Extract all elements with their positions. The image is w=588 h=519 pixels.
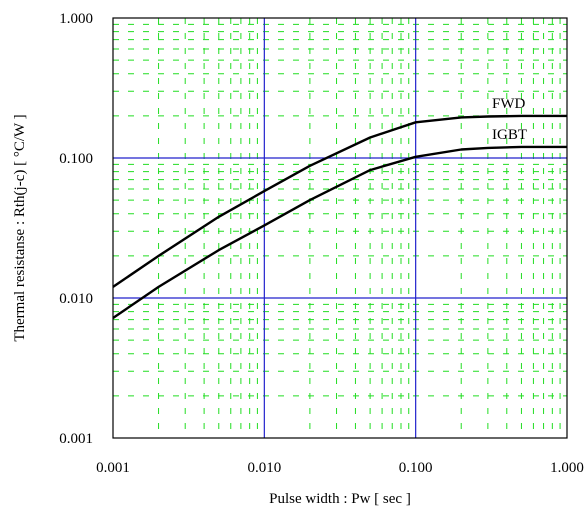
minor-grid bbox=[113, 18, 567, 438]
series-layer bbox=[112, 114, 567, 319]
y-tick-label: 1.000 bbox=[59, 11, 93, 27]
x-tick-label: 0.010 bbox=[247, 460, 281, 476]
y-tick-labels: 0.001 0.010 0.100 1.000 bbox=[59, 11, 93, 447]
y-tick-label: 0.100 bbox=[59, 151, 93, 167]
x-tick-label: 1.000 bbox=[550, 460, 584, 476]
series-line-fwd bbox=[112, 114, 567, 288]
y-axis-label: Thermal resistanse : Rth(j-c) [ °C/W ] bbox=[12, 114, 28, 341]
x-tick-label: 0.100 bbox=[399, 460, 433, 476]
x-tick-label: 0.001 bbox=[96, 460, 130, 476]
plot-frame bbox=[112, 17, 568, 439]
series-label-igbt: IGBT bbox=[492, 127, 527, 143]
series-line-igbt bbox=[112, 145, 567, 319]
series-label-fwd: FWD bbox=[492, 96, 526, 112]
y-tick-label: 0.010 bbox=[59, 291, 93, 307]
major-grid bbox=[113, 18, 567, 438]
x-axis-label: Pulse width : Pw [ sec ] bbox=[269, 491, 411, 507]
y-tick-label: 0.001 bbox=[59, 431, 93, 447]
x-tick-labels: 0.001 0.010 0.100 1.000 bbox=[96, 460, 584, 476]
series-labels: FWD IGBT bbox=[492, 96, 527, 143]
